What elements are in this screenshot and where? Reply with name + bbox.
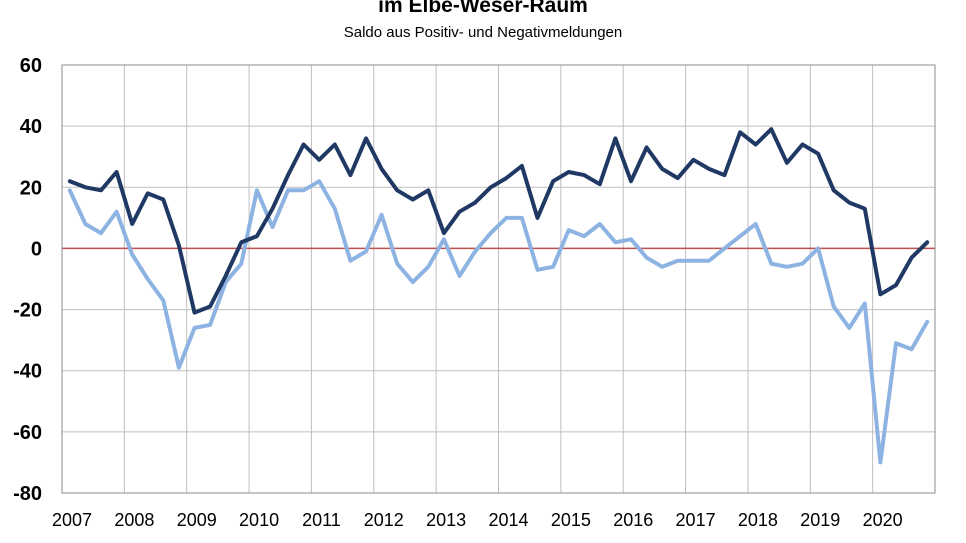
y-tick-label: 60 <box>20 55 42 77</box>
x-tick-label: 2010 <box>239 510 279 530</box>
plot-border <box>61 64 936 494</box>
y-tick-label: -80 <box>13 483 42 505</box>
series-line-1 <box>67 127 930 315</box>
x-tick-label: 2007 <box>52 510 92 530</box>
x-tick-label: 2018 <box>738 510 778 530</box>
y-tick-label: 0 <box>31 238 42 260</box>
x-axis-ticks: 2007 2008 2009 2010 2011 2012 2013 2014 2015 2016… <box>52 510 903 530</box>
x-tick-label: 2011 <box>302 510 341 530</box>
x-tick-label: 2008 <box>114 510 154 530</box>
x-tick-label: 2013 <box>426 510 466 530</box>
x-tick-label: 2017 <box>676 510 716 530</box>
gridlines <box>61 64 936 494</box>
x-tick-label: 2009 <box>177 510 217 530</box>
x-tick-label: 2012 <box>364 510 404 530</box>
x-tick-label: 2020 <box>863 510 903 530</box>
x-tick-label: 2016 <box>613 510 653 530</box>
y-tick-label: -60 <box>13 422 42 444</box>
chart-title: im Elbe-Weser-Raum <box>378 0 588 17</box>
y-tick-label: -20 <box>13 300 42 322</box>
y-tick-label: -40 <box>13 361 42 383</box>
x-tick-label: 2015 <box>551 510 591 530</box>
chart-subtitle: Saldo aus Positiv- und Negativmeldungen <box>343 24 623 41</box>
y-axis-ticks: 60 40 20 0 -20 -40 -60 -80 <box>13 55 42 505</box>
x-tick-label: 2014 <box>488 510 528 530</box>
x-tick-label: 2019 <box>800 510 840 530</box>
series-line-2 <box>67 179 930 465</box>
y-tick-label: 20 <box>20 177 42 199</box>
series-group <box>67 127 930 465</box>
y-tick-label: 40 <box>20 116 42 138</box>
